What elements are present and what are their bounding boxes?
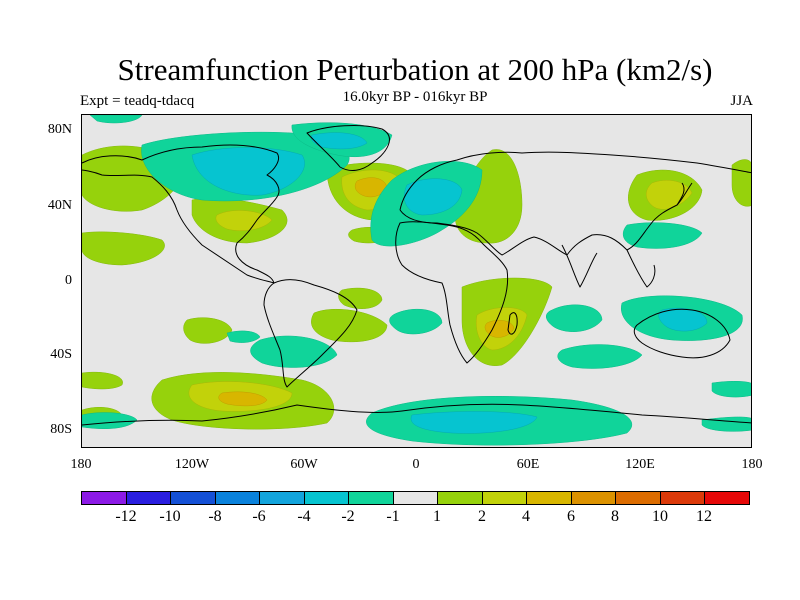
lat-label-40s: 40S bbox=[50, 347, 72, 362]
plot-subtitle: 16.0kyr BP - 016kyr BP bbox=[342, 89, 488, 105]
colorbar-box bbox=[126, 492, 172, 504]
colorbar-box bbox=[705, 492, 749, 504]
colorbar-box bbox=[349, 492, 394, 504]
lon-label-180e: 180 bbox=[741, 457, 763, 472]
positive-anomaly-orange bbox=[218, 177, 515, 407]
negative-anomaly-cyan bbox=[191, 132, 708, 434]
lat-label-40n: 40N bbox=[47, 198, 72, 213]
colorbar-box bbox=[171, 492, 216, 504]
colorbar-box bbox=[527, 492, 572, 504]
colorbar-label: 4 bbox=[522, 508, 530, 525]
colorbar-label: 2 bbox=[478, 508, 486, 525]
map-panel bbox=[81, 114, 752, 448]
colorbar-label: -6 bbox=[252, 508, 266, 525]
colorbar-label: -4 bbox=[297, 508, 311, 525]
colorbar-label: 6 bbox=[567, 508, 575, 525]
colorbar-label: -8 bbox=[208, 508, 222, 525]
colorbar-box bbox=[393, 492, 439, 504]
lon-label-120e: 120E bbox=[625, 457, 655, 472]
colorbar-label: -2 bbox=[341, 508, 355, 525]
colorbar-box bbox=[260, 492, 305, 504]
lon-label-180w: 180 bbox=[70, 457, 92, 472]
colorbar-box bbox=[482, 492, 528, 504]
colorbar-label: 12 bbox=[696, 508, 712, 525]
colorbar-box bbox=[571, 492, 617, 504]
lon-label-60e: 60E bbox=[516, 457, 540, 472]
lat-label-0: 0 bbox=[65, 273, 72, 288]
experiment-label: Expt = teadq-tdacq bbox=[80, 93, 195, 109]
lon-label-0: 0 bbox=[412, 457, 420, 472]
lat-label-80s: 80S bbox=[50, 422, 72, 437]
map-svg bbox=[82, 115, 751, 446]
colorbar bbox=[81, 491, 750, 505]
colorbar-label: -12 bbox=[115, 508, 137, 525]
colorbar-box bbox=[616, 492, 661, 504]
colorbar-box bbox=[304, 492, 350, 504]
colorbar-label: -10 bbox=[159, 508, 181, 525]
lat-label-80n: 80N bbox=[47, 122, 72, 137]
colorbar-label: 1 bbox=[433, 508, 441, 525]
colorbar-label: 8 bbox=[611, 508, 619, 525]
colorbar-label: -1 bbox=[386, 508, 400, 525]
lon-label-60w: 60W bbox=[290, 457, 318, 472]
coastlines bbox=[82, 125, 751, 426]
colorbar-box bbox=[215, 492, 261, 504]
season-label: JJA bbox=[730, 93, 753, 109]
lon-label-120w: 120W bbox=[174, 457, 210, 472]
colorbar-box bbox=[82, 492, 127, 504]
colorbar-box bbox=[438, 492, 483, 504]
plot-title: Streamfunction Perturbation at 200 hPa (… bbox=[117, 52, 713, 87]
colorbar-label: 10 bbox=[652, 508, 668, 525]
colorbar-box bbox=[660, 492, 706, 504]
